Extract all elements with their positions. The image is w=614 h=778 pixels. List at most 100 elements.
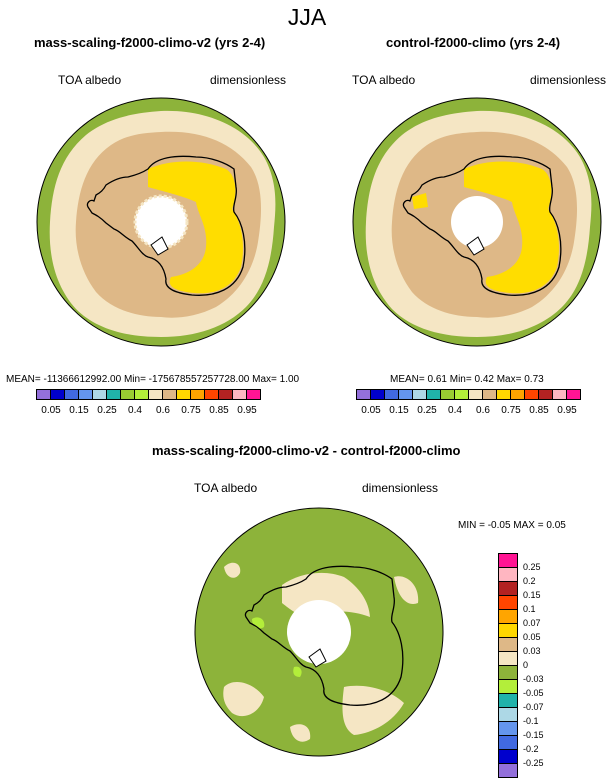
colorbar-tick-label: 0.15	[523, 590, 541, 600]
colorbar-swatch	[498, 581, 518, 596]
colorbar-swatch	[176, 389, 191, 400]
panel-2-stats: MEAN= 0.61 Min= 0.42 Max= 0.73	[390, 374, 544, 385]
colorbar-swatch	[190, 389, 205, 400]
colorbar-tick-label: -0.03	[523, 674, 544, 684]
colorbar-swatch	[498, 679, 518, 694]
cream-patches	[223, 562, 419, 742]
colorbar-swatch	[440, 389, 455, 400]
colorbar-swatch	[120, 389, 135, 400]
map-panel-2	[352, 97, 602, 347]
ross-sea-notch	[308, 648, 327, 668]
colorbar-difference	[498, 553, 518, 778]
colorbar-swatch	[356, 389, 371, 400]
light-green-patches	[252, 617, 302, 677]
difference-variable: TOA albedo	[194, 481, 258, 495]
colorbar-swatch	[426, 389, 441, 400]
colorbar-panel-2	[356, 389, 581, 400]
colorbar-swatch	[64, 389, 79, 400]
colorbar-tick-label: -0.15	[523, 730, 544, 740]
panel-1-title: mass-scaling-f2000-climo-v2 (yrs 2-4)	[34, 35, 266, 50]
panel-2-units: dimensionless	[530, 73, 607, 87]
yellow-high-albedo	[464, 161, 559, 294]
colorbar-tick-label: -0.05	[523, 688, 544, 698]
antarctica-coastline	[244, 565, 404, 706]
colorbar-tick-label: 0.95	[237, 405, 257, 416]
colorbar-tick-label: 0.1	[523, 604, 536, 614]
colorbar-tick-label: 0.05	[523, 632, 541, 642]
colorbar-swatch	[498, 609, 518, 624]
ross-sea-notch	[466, 236, 485, 256]
colorbar-swatch	[36, 389, 51, 400]
colorbar-swatch	[498, 749, 518, 764]
colorbar-tick-label: 0.75	[501, 405, 521, 416]
colorbar-swatch	[162, 389, 177, 400]
colorbar-swatch	[538, 389, 553, 400]
colorbar-swatch	[498, 553, 518, 568]
colorbar-tick-label: 0.4	[448, 405, 462, 416]
yellow-peninsula-patch	[412, 193, 428, 209]
colorbar-swatch	[498, 623, 518, 638]
colorbar-tick-label: 0.6	[476, 405, 490, 416]
colorbar-swatch	[370, 389, 385, 400]
colorbar-swatch	[498, 721, 518, 736]
polar-data-gap	[287, 600, 351, 664]
colorbar-swatch	[106, 389, 121, 400]
antarctica-coastline	[86, 155, 246, 296]
colorbar-swatch	[498, 651, 518, 666]
colorbar-tick-label: -0.25	[523, 758, 544, 768]
colorbar-swatch	[218, 389, 233, 400]
difference-units: dimensionless	[362, 481, 439, 495]
colorbar-swatch	[246, 389, 261, 400]
colorbar-tick-label: 0.25	[97, 405, 117, 416]
colorbar-tick-label: 0.15	[69, 405, 89, 416]
colorbar-tick-label: 0.25	[523, 562, 541, 572]
colorbar-tick-label: 0	[523, 660, 529, 670]
colorbar-swatch	[468, 389, 483, 400]
colorbar-tick-label: 0.2	[523, 576, 536, 586]
colorbar-swatch	[498, 665, 518, 680]
colorbar-swatch	[78, 389, 93, 400]
yellow-high-albedo	[148, 161, 243, 294]
colorbar-panel-1	[36, 389, 261, 400]
panel-2-title: control-f2000-climo (yrs 2-4)	[386, 35, 561, 50]
difference-title: mass-scaling-f2000-climo-v2 - control-f2…	[152, 443, 461, 458]
colorbar-swatch	[498, 567, 518, 582]
colorbar-swatch	[498, 637, 518, 652]
colorbar-tick-label: 0.15	[389, 405, 409, 416]
colorbar-tick-label: -0.1	[523, 716, 539, 726]
colorbar-tick-label: 0.85	[209, 405, 229, 416]
colorbar-tick-label: 0.25	[417, 405, 437, 416]
panel-2-variable: TOA albedo	[352, 73, 416, 87]
colorbar-swatch	[204, 389, 219, 400]
colorbar-tick-label: 0.03	[523, 646, 541, 656]
colorbar-swatch	[498, 693, 518, 708]
season-title: JJA	[287, 4, 327, 30]
colorbar-tick-label: 0.4	[128, 405, 142, 416]
panel-1-stats: MEAN= -11366612992.00 Min= -175678557257…	[6, 374, 300, 385]
colorbar-swatch	[524, 389, 539, 400]
colorbar-swatch	[482, 389, 497, 400]
colorbar-swatch	[566, 389, 581, 400]
colorbar-tick-label: -0.07	[523, 702, 544, 712]
colorbar-tick-label: -0.2	[523, 744, 539, 754]
colorbar-tick-label: 0.85	[529, 405, 549, 416]
panel-1-variable: TOA albedo	[58, 73, 122, 87]
colorbar-swatch	[384, 389, 399, 400]
colorbar-swatch	[498, 735, 518, 750]
colorbar-swatch	[454, 389, 469, 400]
ross-sea-notch	[150, 236, 169, 256]
colorbar-tick-label: 0.75	[181, 405, 201, 416]
map-panel-1	[36, 97, 286, 347]
colorbar-swatch	[50, 389, 65, 400]
map-difference	[194, 507, 444, 757]
colorbar-swatch	[134, 389, 149, 400]
colorbar-swatch	[552, 389, 567, 400]
colorbar-swatch	[496, 389, 511, 400]
polar-data-gap	[451, 196, 503, 248]
colorbar-tick-label: 0.07	[523, 618, 541, 628]
colorbar-swatch	[498, 595, 518, 610]
difference-stats: MIN = -0.05 MAX = 0.05	[458, 520, 566, 531]
colorbar-tick-label: 0.95	[557, 405, 577, 416]
colorbar-swatch	[412, 389, 427, 400]
colorbar-tick-label: 0.05	[41, 405, 61, 416]
